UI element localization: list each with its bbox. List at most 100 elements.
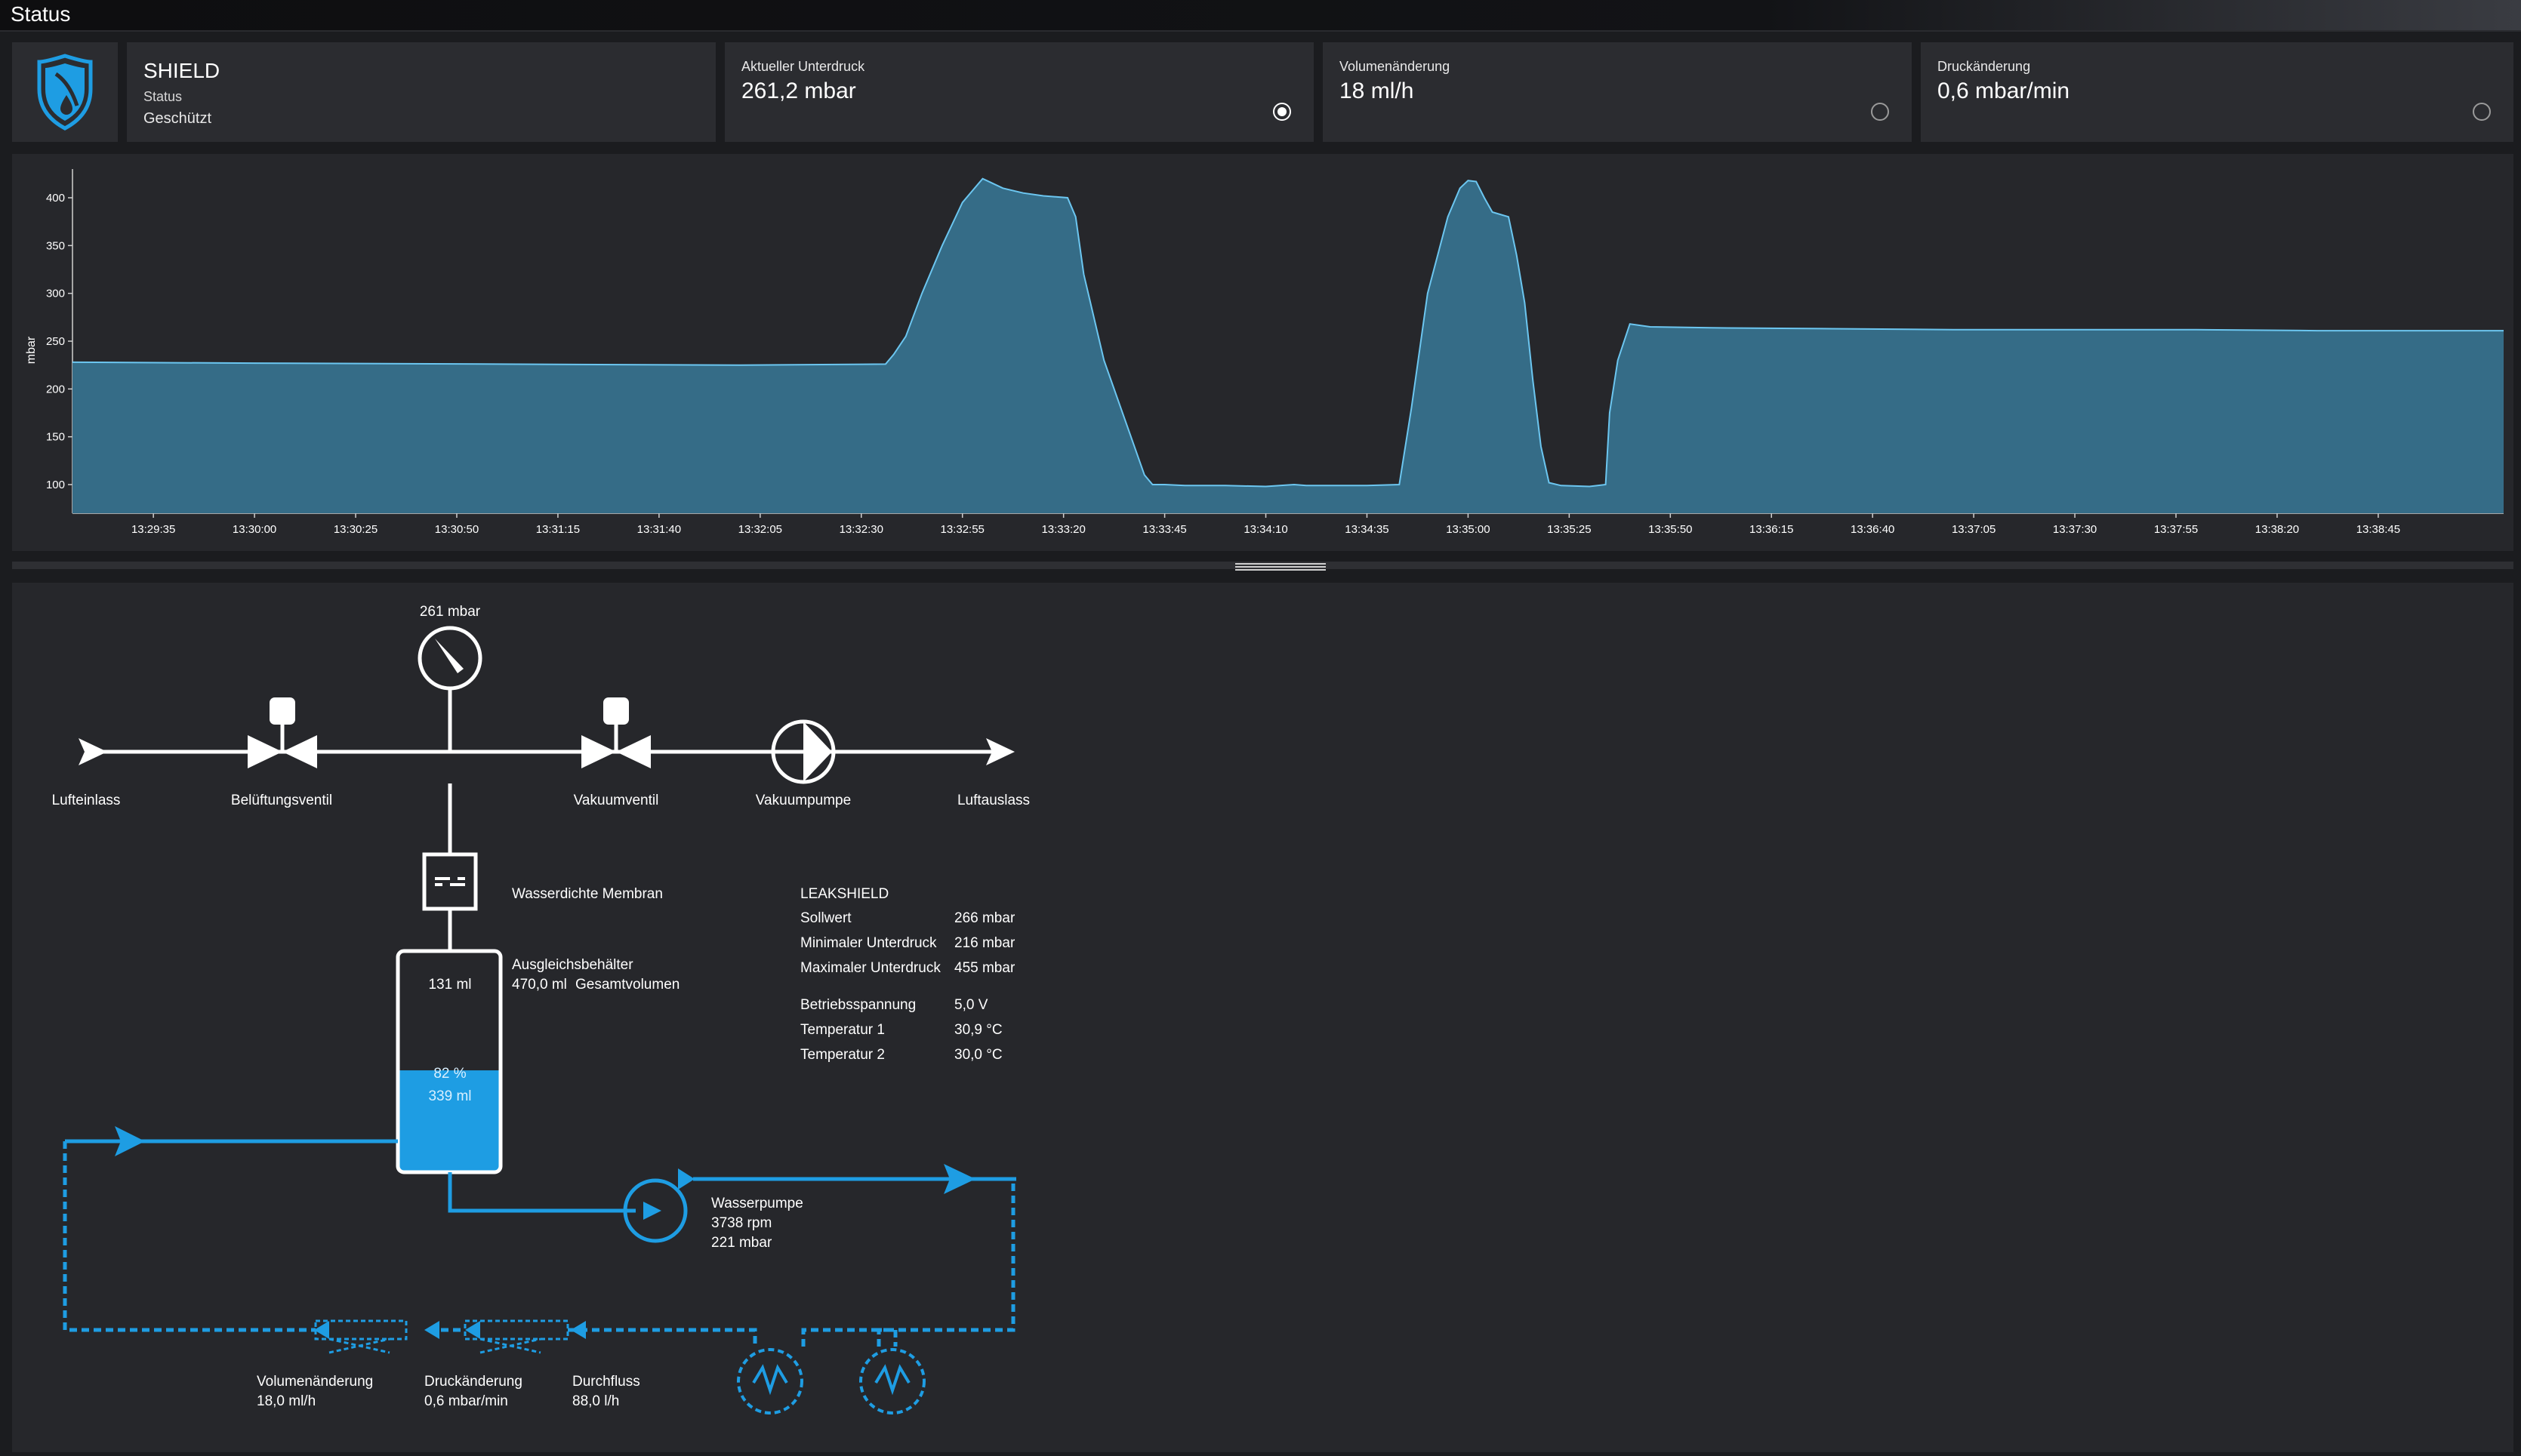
info-row-label: Maximaler Unterdruck <box>800 960 941 976</box>
vacuum-valve-icon[interactable] <box>581 697 651 768</box>
pressure-gauge-icon <box>418 626 482 691</box>
info-row-label: Minimaler Unterdruck <box>800 935 937 951</box>
info-title: LEAKSHIELD <box>800 886 889 902</box>
vacuum-pump-label: Vakuumpumpe <box>756 793 851 808</box>
x-tick-label: 13:34:35 <box>1345 523 1388 536</box>
x-tick-label: 13:33:20 <box>1041 523 1085 536</box>
shield-status-label: Status <box>143 89 183 104</box>
x-tick-label: 13:31:15 <box>536 523 580 536</box>
x-tick-label: 13:34:10 <box>1244 523 1287 536</box>
pressure-change-card-value: 0,6 mbar/min <box>1937 78 2070 103</box>
panel-splitter[interactable] <box>12 562 2513 569</box>
flow-arrow-icon <box>115 1126 145 1156</box>
water-circuit <box>63 1139 1016 1347</box>
tank-air-volume: 131 ml <box>428 977 471 993</box>
pressure-change-card[interactable]: Druckänderung 0,6 mbar/min <box>1921 42 2513 142</box>
flow-arrow-icon <box>424 1321 439 1339</box>
info-rows: Sollwert 266 mbar Minimaler Unterdruck 216 … <box>800 910 1015 1063</box>
shield-name: SHIELD <box>143 59 220 82</box>
x-tick-label: 13:31:40 <box>637 523 681 536</box>
pressure-card[interactable]: Aktueller Unterdruck 261,2 mbar <box>725 42 1314 142</box>
splitter-grip-handle[interactable] <box>1235 563 1326 571</box>
cooler-wave-icon <box>752 1364 911 1396</box>
x-tick-label: 13:30:25 <box>334 523 378 536</box>
vent-valve-label: Belüftungsventil <box>231 793 332 808</box>
y-tick-label: 400 <box>46 192 65 205</box>
series-area <box>72 178 2504 513</box>
y-axis-label: mbar <box>25 336 38 364</box>
title-bar: Status <box>0 0 2521 32</box>
y-tick-label: 350 <box>46 239 65 252</box>
window-title: Status <box>11 2 71 26</box>
y-tick-label: 100 <box>46 479 65 491</box>
sensor-value: 88,0 l/h <box>572 1393 619 1409</box>
tank-total-volume: 470,0 ml <box>512 977 567 993</box>
tank-fill-percent: 82 % <box>433 1066 466 1082</box>
vacuum-pump-icon[interactable] <box>771 719 836 784</box>
pressure-sensor-icon <box>464 1319 569 1354</box>
vent-valve-icon[interactable] <box>248 697 317 768</box>
tank-total-label: Gesamtvolumen <box>575 977 680 993</box>
pressure-card-value: 261,2 mbar <box>741 78 856 103</box>
x-tick-label: 13:30:00 <box>233 523 276 536</box>
water-pump-icon[interactable] <box>623 1168 695 1243</box>
info-row-value: 266 mbar <box>954 910 1015 926</box>
air-inlet-icon <box>79 738 107 765</box>
pressure-card-label: Aktueller Unterdruck <box>741 59 865 74</box>
info-row-value: 30,9 °C <box>954 1022 1003 1038</box>
y-tick-label: 200 <box>46 383 65 396</box>
tank-water-fill <box>398 1070 501 1171</box>
shield-drop-icon <box>37 54 93 131</box>
x-tick-label: 13:30:50 <box>435 523 479 536</box>
shield-status-value: Geschützt <box>143 110 212 127</box>
x-tick-label: 13:38:45 <box>2356 523 2400 536</box>
shield-status-card[interactable]: SHIELD Status Geschützt <box>127 42 716 142</box>
water-pump-rpm: 3738 rpm <box>711 1215 772 1231</box>
equalization-tank <box>396 949 503 1174</box>
x-tick-label: 13:37:30 <box>2053 523 2097 536</box>
info-row-value: 216 mbar <box>954 935 1015 951</box>
membrane-icon <box>422 852 478 911</box>
water-pump-label: Wasserpumpe <box>711 1196 803 1211</box>
pressure-change-select-radio[interactable] <box>2473 103 2491 121</box>
y-tick-label: 300 <box>46 288 65 300</box>
tank-title: Ausgleichsbehälter <box>512 957 633 973</box>
x-tick-label: 13:32:05 <box>738 523 782 536</box>
membrane-label: Wasserdichte Membran <box>512 886 663 902</box>
cooler-icon <box>737 1348 926 1414</box>
diagram-panel: 261 mbar Lufteinlass Belüftungsventil Va… <box>12 583 2513 1452</box>
volume-card-value: 18 ml/h <box>1339 78 1414 103</box>
x-tick-label: 13:37:55 <box>2154 523 2198 536</box>
gauge-value: 261 mbar <box>420 604 481 620</box>
x-tick-label: 13:33:45 <box>1142 523 1186 536</box>
x-tick-label: 13:32:55 <box>941 523 985 536</box>
sensor-value: 0,6 mbar/min <box>424 1393 508 1409</box>
volume-select-radio[interactable] <box>1871 103 1889 121</box>
sensor-label: Durchfluss <box>572 1374 640 1390</box>
x-tick-label: 13:36:40 <box>1851 523 1894 536</box>
sensor-label: Volumenänderung <box>257 1374 373 1390</box>
flow-arrow-icon <box>944 1164 975 1194</box>
x-tick-label: 13:35:25 <box>1547 523 1591 536</box>
water-pump-pressure: 221 mbar <box>711 1235 772 1251</box>
sensor-label: Druckänderung <box>424 1374 522 1390</box>
x-tick-label: 13:38:20 <box>2255 523 2299 536</box>
air-outlet-label: Luftauslass <box>957 793 1030 808</box>
air-inlet-label: Lufteinlass <box>52 793 121 808</box>
volume-card-label: Volumenänderung <box>1339 59 1450 74</box>
info-row-label: Sollwert <box>800 910 852 926</box>
vacuum-valve-label: Vakuumventil <box>574 793 659 808</box>
sensor-value: 18,0 ml/h <box>257 1393 316 1409</box>
x-tick-label: 13:36:15 <box>1749 523 1793 536</box>
pressure-change-card-label: Druckänderung <box>1937 59 2031 74</box>
x-tick-label: 13:35:50 <box>1648 523 1692 536</box>
pressure-chart[interactable]: mbar 100 150 200 250 300 350 400 13:29:35 13:30:… <box>12 154 2513 551</box>
info-row-value: 30,0 °C <box>954 1047 1003 1063</box>
pressure-select-radio[interactable] <box>1273 103 1291 121</box>
flow-arrow-icon <box>571 1321 586 1339</box>
info-row-label: Temperatur 2 <box>800 1047 885 1063</box>
flow-arrow-icon <box>314 1321 329 1339</box>
info-row-label: Temperatur 1 <box>800 1022 885 1038</box>
volume-card[interactable]: Volumenänderung 18 ml/h <box>1323 42 1912 142</box>
chart-series <box>72 177 2504 513</box>
